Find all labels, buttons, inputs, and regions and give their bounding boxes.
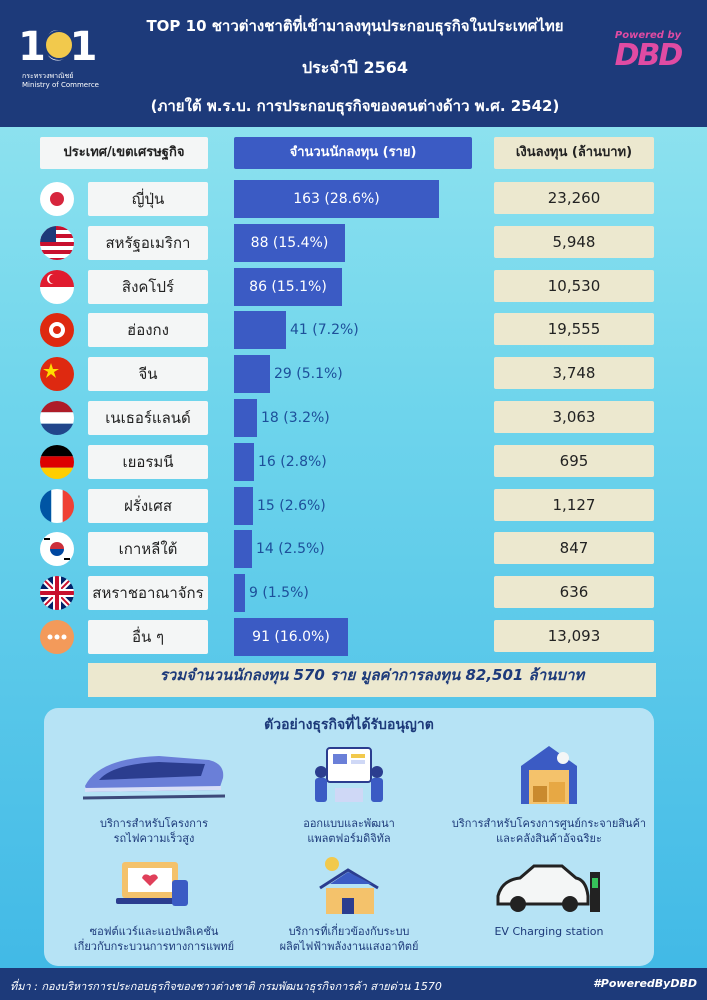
logo-subtitle-en: Ministry of Commerce <box>22 81 99 89</box>
investment-value: 695 <box>494 445 654 477</box>
example-item: บริการสำหรับโครงการ รถไฟความเร็วสูง <box>54 746 254 846</box>
bar-data-label: 9 (1.5%) <box>249 585 309 601</box>
title-line-1: TOP 10 ชาวต่างชาติที่เข้ามาลงทุนประกอบธุ… <box>146 17 564 35</box>
country-label: สิงคโปร์ <box>88 270 208 304</box>
hashtag: #PoweredByDBD <box>593 977 697 990</box>
bar-data-label: 41 (7.2%) <box>290 322 359 338</box>
bar <box>234 443 254 481</box>
solar-icon <box>319 857 379 914</box>
footer: ที่มา : กองบริหารการประกอบธุรกิจของชาวต่… <box>0 968 707 1000</box>
investment-value: 13,093 <box>494 620 654 652</box>
title-line-2: ประจำปี 2564 <box>302 58 408 77</box>
germany-flag <box>40 445 74 479</box>
bar <box>234 268 342 306</box>
dbd-logo: Powered by DBD <box>600 30 696 71</box>
country-label: เยอรมนี <box>88 445 208 479</box>
example-label: ซอฟต์แวร์และแอปพลิเคชัน <box>89 925 219 938</box>
example-label: ออกแบบและพัฒนา <box>303 817 395 830</box>
bar-data-label: 16 (2.8%) <box>258 454 327 470</box>
ministry-logo: 101 กระทรวงพาณิชย์ Ministry of Commerce <box>18 24 99 90</box>
investment-value: 1,127 <box>494 489 654 521</box>
investment-value: 5,948 <box>494 226 654 258</box>
korea-flag <box>40 532 74 566</box>
bar <box>234 530 252 568</box>
hongkong-flag <box>40 313 74 347</box>
bar-data-label: 163 (28.6%) <box>293 191 380 207</box>
example-label: และคลังสินค้าอัจฉริยะ <box>496 832 602 845</box>
investment-value: 19,555 <box>494 313 654 345</box>
country-label: จีน <box>88 357 208 391</box>
example-label: บริการสำหรับโครงการ <box>100 817 208 830</box>
bar <box>234 180 439 218</box>
dbd-logo-text: DBD <box>614 38 684 73</box>
uk-flag <box>40 576 74 610</box>
example-item: EV Charging station <box>449 858 649 939</box>
bar-data-label: 29 (5.1%) <box>274 366 343 382</box>
investment-value: 3,748 <box>494 357 654 389</box>
investment-value: 636 <box>494 576 654 608</box>
netherlands-flag <box>40 401 74 435</box>
example-item: ออกแบบและพัฒนา แพลตฟอร์มดิจิทัล <box>249 742 449 846</box>
source-note: ที่มา : กองบริหารการประกอบธุรกิจของชาวต่… <box>10 980 442 993</box>
column-header-country: ประเทศ/เขตเศรษฐกิจ <box>40 137 208 169</box>
investment-value: 3,063 <box>494 401 654 433</box>
column-header-investment: เงินลงทุน (ล้านบาท) <box>494 137 654 169</box>
japan-flag <box>40 182 74 216</box>
example-label: เกี่ยวกับกระบวนการทางการแพทย์ <box>73 940 235 953</box>
country-label: สหรัฐอเมริกา <box>88 226 208 260</box>
example-label: ผลิตไฟฟ้าพลังงานแสงอาทิตย์ <box>279 940 419 953</box>
examples-panel: ตัวอย่างธุรกิจที่ได้รับอนุญาต บริการสำหร… <box>44 708 654 966</box>
investment-value: 10,530 <box>494 270 654 302</box>
bar <box>234 399 257 437</box>
bar <box>234 618 348 656</box>
digital-platform-icon <box>315 747 383 802</box>
bar-data-label: 14 (2.5%) <box>256 541 325 557</box>
example-item: บริการสำหรับโครงการศูนย์กระจายสินค้า และ… <box>444 742 654 846</box>
example-label: บริการที่เกี่ยวข้องกับระบบ <box>288 925 410 938</box>
country-label: เนเธอร์แลนด์ <box>88 401 208 435</box>
examples-title: ตัวอย่างธุรกิจที่ได้รับอนุญาต <box>264 717 434 733</box>
bar-data-label: 18 (3.2%) <box>261 410 330 426</box>
china-flag <box>40 357 74 391</box>
bar-data-label: 91 (16.0%) <box>252 629 330 645</box>
powered-by-text: Powered by <box>614 30 682 41</box>
medical-software-icon <box>116 862 188 906</box>
logo-subtitle-thai: กระทรวงพาณิชย์ <box>22 72 74 80</box>
others-icon <box>40 620 74 654</box>
title-line-3: (ภายใต้ พ.ร.บ. การประกอบธุรกิจของคนต่างด… <box>150 97 560 115</box>
singapore-flag <box>40 270 74 304</box>
bar-data-label: 15 (2.6%) <box>257 498 326 514</box>
total-summary: รวมจำนวนนักลงทุน 570 ราย มูลค่าการลงทุน … <box>88 663 656 697</box>
bar-data-label: 88 (15.4%) <box>250 235 329 251</box>
bar <box>234 355 270 393</box>
country-label: อื่น ๆ <box>88 620 208 654</box>
country-label: ญี่ปุ่น <box>88 182 208 216</box>
example-item: บริการที่เกี่ยวข้องกับระบบ ผลิตไฟฟ้าพลัง… <box>249 854 449 954</box>
bar <box>234 574 245 612</box>
investment-value: 23,260 <box>494 182 654 214</box>
example-label: รถไฟความเร็วสูง <box>113 832 195 845</box>
example-item: ซอฟต์แวร์และแอปพลิเคชัน เกี่ยวกับกระบวนก… <box>54 858 254 954</box>
header-banner: 101 กระทรวงพาณิชย์ Ministry of Commerce … <box>0 0 707 127</box>
bar <box>234 224 345 262</box>
investment-value: 847 <box>494 532 654 564</box>
france-flag <box>40 489 74 523</box>
train-icon <box>82 756 226 800</box>
bar <box>234 311 286 349</box>
warehouse-icon <box>521 746 577 804</box>
country-label: เกาหลีใต้ <box>88 532 208 566</box>
ev-charging-icon <box>496 864 600 912</box>
country-label: ฝรั่งเศส <box>88 489 208 523</box>
bar <box>234 487 253 525</box>
country-label: ฮ่องกง <box>88 313 208 347</box>
usa-flag <box>40 226 74 260</box>
seal-icon <box>44 30 74 60</box>
column-header-investors: จำนวนนักลงทุน (ราย) <box>234 137 472 169</box>
example-label: EV Charging station <box>494 925 604 938</box>
bar-data-label: 86 (15.1%) <box>249 279 327 295</box>
example-label: บริการสำหรับโครงการศูนย์กระจายสินค้า <box>451 817 647 830</box>
country-label: สหราชอาณาจักร <box>88 576 208 610</box>
example-label: แพลตฟอร์มดิจิทัล <box>307 832 391 845</box>
